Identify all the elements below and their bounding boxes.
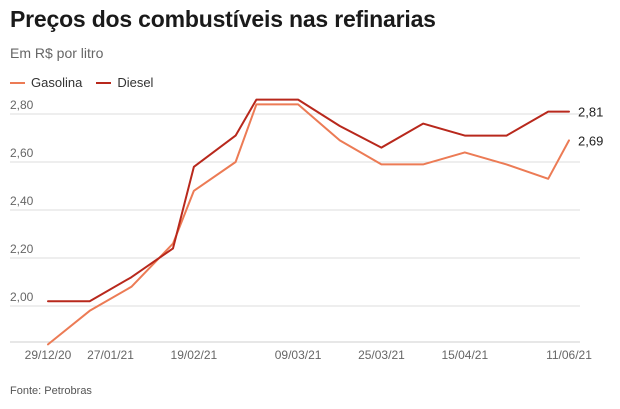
legend-swatch-diesel bbox=[96, 81, 112, 84]
x-tick-label: 27/01/21 bbox=[87, 348, 134, 362]
chart-source: Fonte: Petrobras bbox=[10, 385, 92, 397]
legend-swatch-gasolina bbox=[10, 81, 25, 84]
legend-label-gasolina: Gasolina bbox=[31, 75, 83, 90]
legend-item-gasolina: Gasolina bbox=[10, 75, 82, 90]
x-tick-label: 25/03/21 bbox=[358, 348, 405, 362]
series-line-gasolina bbox=[47, 103, 570, 346]
legend-item-diesel: Diesel bbox=[96, 75, 153, 90]
chart-legend: Gasolina Diesel bbox=[10, 75, 167, 90]
x-tick-label: 29/12/20 bbox=[25, 348, 72, 362]
chart-subtitle: Em R$ por litro bbox=[10, 45, 104, 61]
x-tick-label: 09/03/21 bbox=[275, 348, 322, 362]
y-tick-label: 2,60 bbox=[10, 146, 34, 160]
x-tick-label: 11/06/21 bbox=[546, 348, 592, 362]
x-tick-label: 19/02/21 bbox=[171, 348, 218, 362]
end-value-label-gasolina: 2,69 bbox=[578, 133, 603, 148]
y-tick-label: 2,80 bbox=[10, 98, 34, 112]
y-tick-label: 2,40 bbox=[10, 194, 34, 208]
chart-title: Preços dos combustíveis nas refinarias bbox=[10, 6, 436, 32]
end-value-label-diesel: 2,81 bbox=[578, 105, 603, 120]
series-line-diesel bbox=[47, 98, 570, 303]
y-tick-label: 2,00 bbox=[10, 290, 34, 304]
y-tick-label: 2,20 bbox=[10, 242, 34, 256]
legend-label-diesel: Diesel bbox=[117, 75, 154, 90]
x-tick-label: 15/04/21 bbox=[441, 348, 488, 362]
